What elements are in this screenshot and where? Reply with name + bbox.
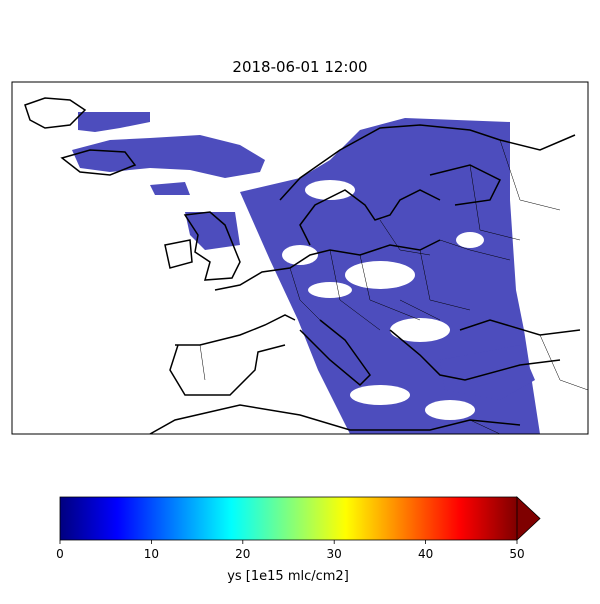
borders [199, 139, 588, 434]
coastline [149, 124, 581, 434]
colorbar-tick-label: 30 [327, 547, 342, 561]
swath-cloud [440, 345, 535, 400]
colorbar: 0 10 20 30 40 50 [56, 496, 541, 561]
colorbar-tick-label: 10 [144, 547, 159, 561]
colorbar-body [60, 497, 517, 540]
gap [390, 318, 450, 342]
map-title: 2018-06-01 12:00 [232, 58, 367, 76]
colorbar-extend [516, 496, 541, 541]
colorbar-tick-label: 40 [418, 547, 433, 561]
greenland-coast [24, 97, 87, 129]
gap [456, 232, 484, 248]
swath-cloud [185, 212, 240, 250]
gap [345, 261, 415, 289]
map-area [12, 82, 588, 434]
colorbar-tick-label: 20 [235, 547, 250, 561]
colorbar-outline [59, 496, 517, 541]
border [199, 139, 588, 434]
colorbar-label: ys [1e15 mlc/cm2] [227, 569, 349, 584]
britain-coast [183, 211, 241, 281]
map-frame [11, 81, 589, 435]
gap [308, 282, 352, 298]
gap [350, 385, 410, 405]
coastlines [24, 97, 581, 434]
swath-cloud [78, 112, 150, 132]
swath-cloud [72, 135, 265, 178]
cloud-gaps [282, 180, 484, 420]
gap [305, 180, 355, 200]
gap [425, 400, 475, 420]
colorbar-tick-label: 0 [56, 547, 64, 561]
ireland-coast [164, 239, 193, 269]
gap [282, 245, 318, 265]
iceland-coast [60, 149, 137, 176]
swath-cloud [150, 182, 190, 195]
colorbar-tick-label: 50 [509, 547, 524, 561]
